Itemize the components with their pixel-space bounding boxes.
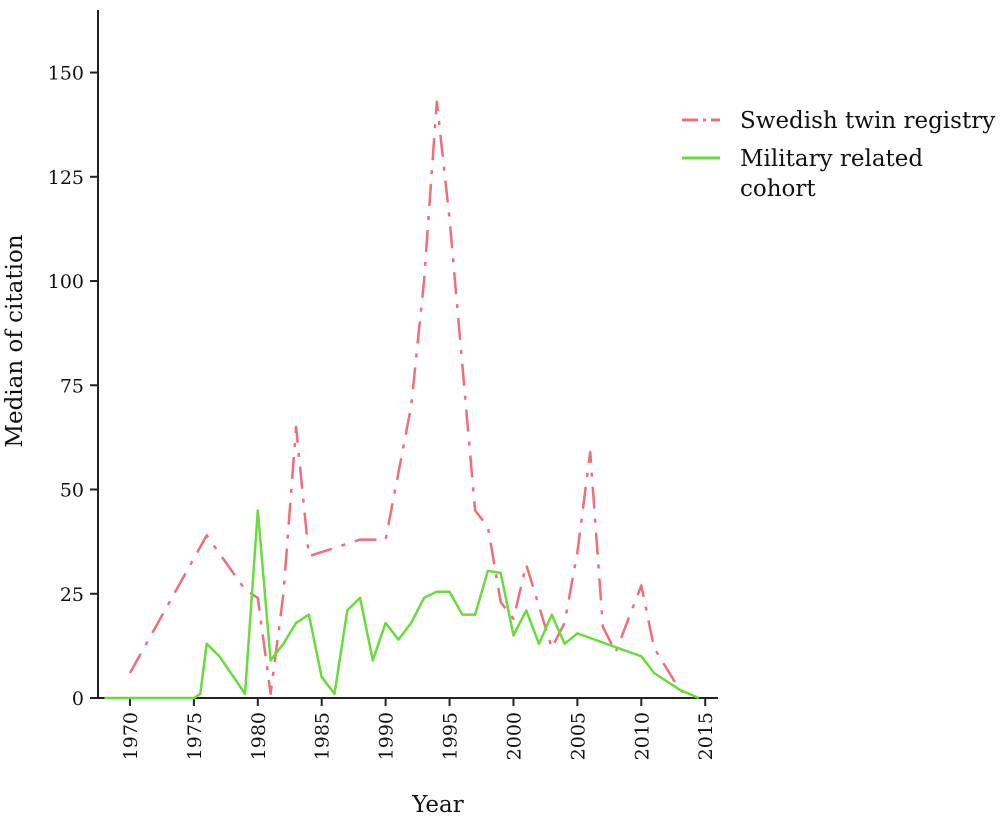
legend-label-1: Military related cohort — [740, 146, 923, 202]
axes — [90, 10, 718, 706]
x-axis-title: Year — [411, 792, 464, 818]
x-tick-label: 2010 — [631, 712, 653, 760]
y-tick-label: 50 — [60, 480, 84, 502]
y-axis-title: Median of citation — [2, 234, 28, 447]
y-tick-label: 125 — [48, 167, 84, 189]
y-tick-label: 75 — [60, 375, 84, 397]
x-tick-label: 1975 — [184, 712, 206, 760]
legend-label-0: Swedish twin registry — [740, 108, 995, 134]
x-tick-label: 1985 — [312, 712, 334, 760]
tick-labels: 0 25 50 75 100 125 150 1970 1975 1980 1985 1990 1995… — [48, 63, 717, 761]
x-tick-label: 1980 — [248, 712, 270, 760]
y-tick-label: 150 — [48, 63, 84, 85]
x-tick-label: 1995 — [440, 712, 462, 760]
y-tick-label: 100 — [48, 271, 84, 293]
x-tick-label: 2000 — [503, 712, 525, 760]
series-lines — [104, 100, 700, 700]
legend: Swedish twin registry Military related coh… — [682, 108, 995, 202]
x-tick-label: 2005 — [567, 712, 589, 760]
x-tick-label: 1970 — [120, 712, 142, 760]
y-tick-label: 0 — [72, 688, 84, 710]
x-tick-label: 1990 — [376, 712, 398, 760]
series-line-0 — [128, 100, 694, 700]
y-tick-label: 25 — [60, 584, 84, 606]
series-line-1 — [104, 509, 700, 700]
x-tick-label: 2015 — [695, 712, 717, 760]
